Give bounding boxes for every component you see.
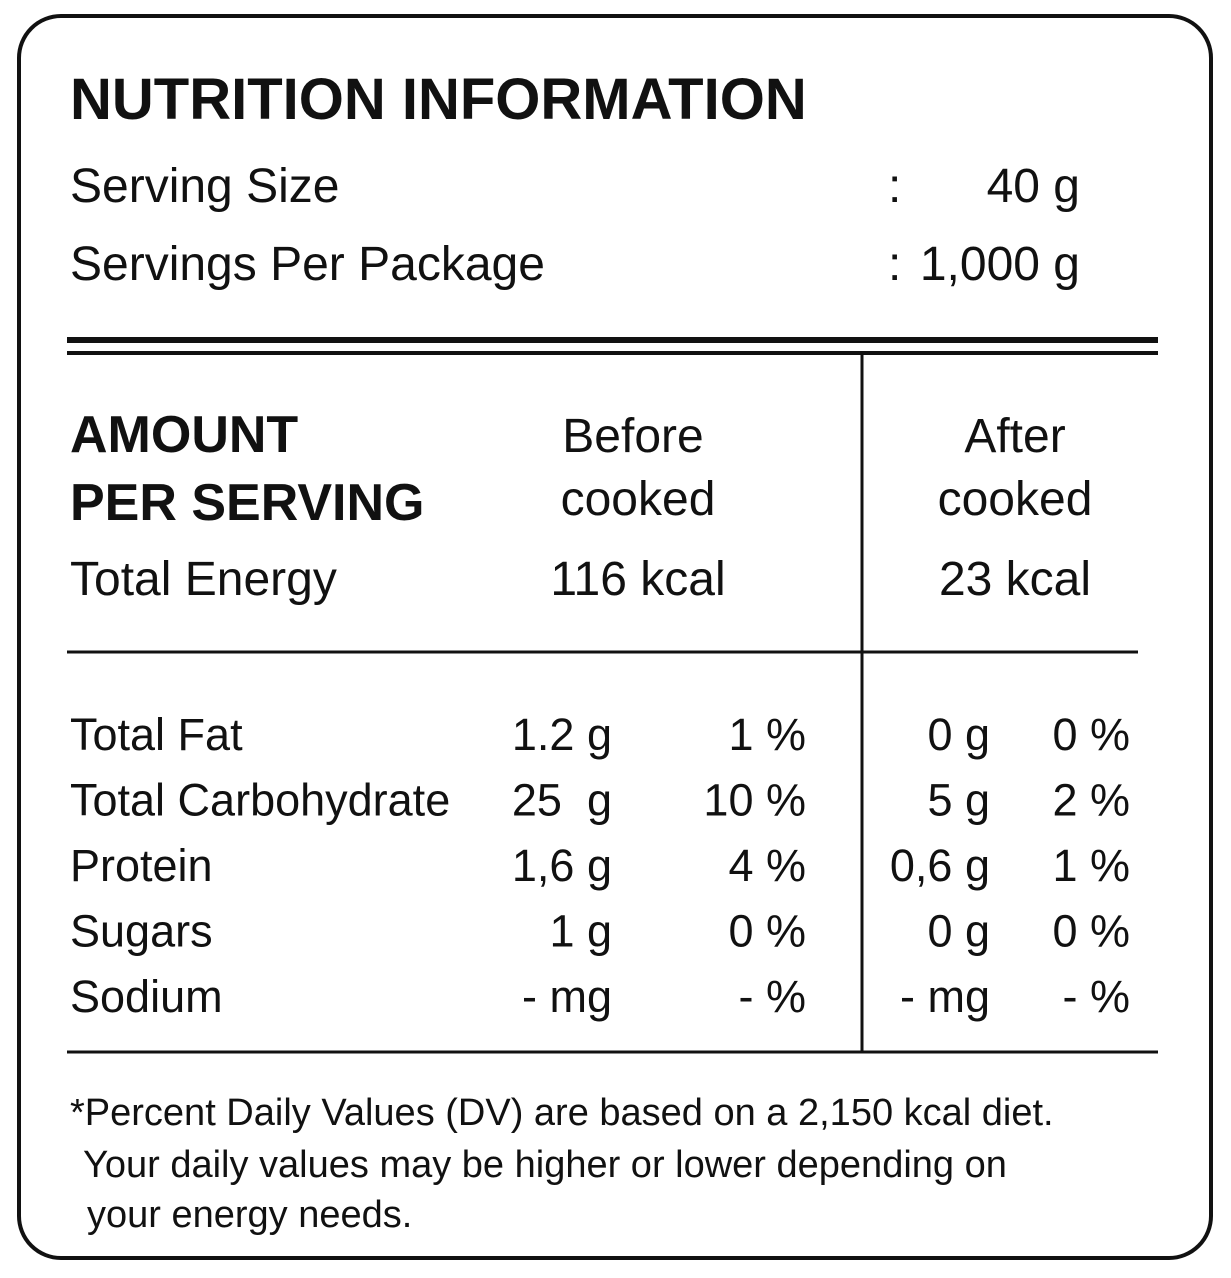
title: NUTRITION INFORMATION (70, 67, 807, 132)
nutrient-name: Protein (70, 840, 213, 891)
column-heading: cooked (561, 473, 716, 526)
before-percent: 0 % (728, 906, 806, 957)
serving-size-value: 40 g (987, 160, 1080, 213)
serving-size-label: Serving Size (70, 160, 339, 213)
after-percent: 1 % (1052, 840, 1130, 891)
after-amount: 0,6 g (890, 840, 990, 891)
before-percent: 4 % (728, 840, 806, 891)
column-heading: Before (562, 410, 703, 463)
heading: PER SERVING (70, 474, 424, 532)
before-amount: 1.2 g (512, 709, 612, 760)
nutrient-name: Total Carbohydrate (70, 775, 450, 826)
separator: : (888, 160, 901, 213)
after-amount: 5 g (927, 775, 990, 826)
footnote: *Percent Daily Values (DV) are based on … (70, 1092, 1054, 1134)
after-percent: - % (1063, 971, 1131, 1022)
footnote: your energy needs. (87, 1194, 412, 1236)
nutrient-name: Total Fat (70, 709, 243, 760)
before-amount: - mg (522, 971, 612, 1022)
servings-per-package-value: 1,000 g (920, 238, 1080, 291)
nutrient-name: Sodium (70, 971, 223, 1022)
separator: : (888, 238, 901, 291)
energy-label: Total Energy (70, 553, 337, 606)
before-amount: 25 g (512, 775, 612, 826)
after-percent: 0 % (1052, 709, 1130, 760)
label-border (17, 14, 1213, 1260)
after-amount: 0 g (927, 906, 990, 957)
energy-after: 23 kcal (939, 553, 1091, 606)
heading: AMOUNT (70, 406, 298, 464)
servings-per-package-label: Servings Per Package (70, 238, 545, 291)
before-percent: 1 % (728, 709, 806, 760)
nutrient-name: Sugars (70, 906, 213, 957)
before-amount: 1 g (549, 906, 612, 957)
column-heading: After (964, 410, 1065, 463)
energy-before: 116 kcal (550, 553, 725, 606)
before-percent: - % (739, 971, 807, 1022)
column-heading: cooked (938, 473, 1093, 526)
nutrient-rows: Total Fat 1.2 g 1 % 0 g 0 % Total Carbohydrat… (70, 709, 1130, 1022)
footnote: Your daily values may be higher or lower… (83, 1144, 1007, 1186)
before-percent: 10 % (703, 775, 806, 826)
after-percent: 0 % (1052, 906, 1130, 957)
after-amount: - mg (900, 971, 990, 1022)
after-percent: 2 % (1052, 775, 1130, 826)
before-amount: 1,6 g (512, 840, 612, 891)
after-amount: 0 g (927, 709, 990, 760)
